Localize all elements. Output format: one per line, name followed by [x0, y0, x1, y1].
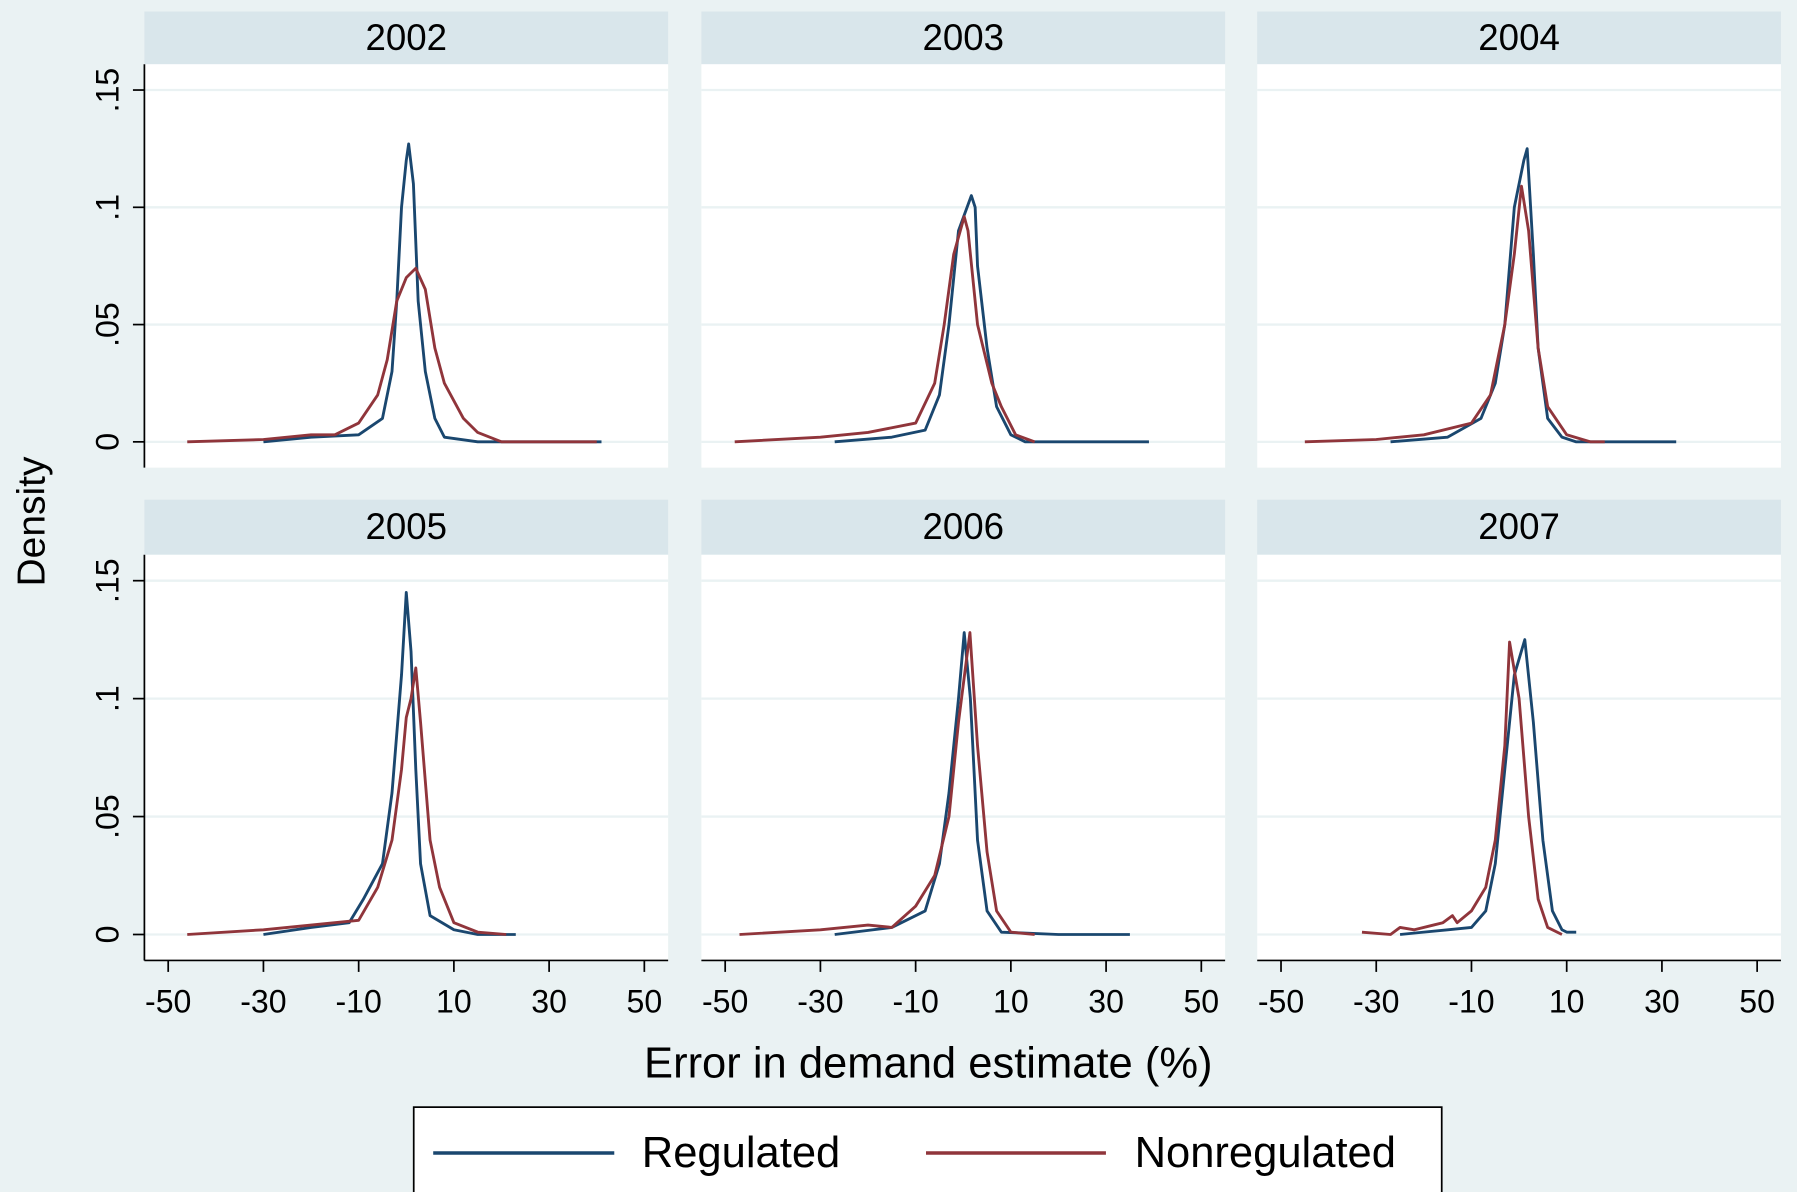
y-tick-label: .1	[89, 685, 125, 712]
legend-label: Nonregulated	[1135, 1129, 1396, 1177]
x-tick-label: 10	[1549, 983, 1585, 1019]
density-line	[263, 591, 516, 936]
panel-title: 2002	[365, 17, 447, 58]
y-tick-label: .15	[89, 68, 125, 113]
plot-area	[144, 554, 669, 961]
x-tick-label: 30	[531, 983, 567, 1019]
plot-area	[144, 64, 669, 468]
panel-title: 2007	[1478, 506, 1560, 547]
strip	[144, 11, 669, 65]
plot-area	[1257, 554, 1781, 961]
strip	[701, 499, 1226, 555]
x-tick-label: -30	[240, 983, 286, 1019]
x-tick-label: -50	[702, 983, 748, 1019]
x-tick-label: 30	[1088, 983, 1124, 1019]
x-tick-label: -10	[892, 983, 938, 1019]
x-tick-label: -10	[335, 983, 381, 1019]
x-tick-label: 50	[626, 983, 662, 1019]
x-tick-label: -30	[797, 983, 843, 1019]
strip	[144, 499, 669, 555]
x-tick-label: 10	[993, 983, 1029, 1019]
legend-box	[412, 1106, 1443, 1192]
density-line	[263, 142, 602, 444]
panel-title: 2004	[1478, 17, 1560, 58]
density-line	[187, 266, 597, 444]
plot-area	[701, 64, 1226, 468]
legend-label: Regulated	[642, 1129, 840, 1177]
density-line	[834, 631, 1130, 936]
x-tick-label: -30	[1353, 983, 1399, 1019]
y-tick-label: .1	[89, 194, 125, 221]
x-tick-label: -10	[1448, 983, 1494, 1019]
x-tick-label: 50	[1183, 983, 1219, 1019]
y-tick-label: .05	[89, 794, 125, 839]
x-axis-label: Error in demand estimate (%)	[644, 1039, 1213, 1087]
panel-title: 2005	[365, 506, 447, 547]
plot-area	[701, 554, 1226, 961]
density-line	[739, 631, 1035, 936]
x-tick-label: 50	[1739, 983, 1775, 1019]
x-tick-label: -50	[145, 983, 191, 1019]
x-tick-label: 30	[1644, 983, 1680, 1019]
plot-area	[1257, 64, 1781, 468]
density-line	[1361, 640, 1563, 936]
panel-title: 2006	[922, 506, 1004, 547]
strip	[1257, 11, 1781, 65]
density-line	[1304, 184, 1605, 444]
strip	[1257, 499, 1781, 555]
x-tick-label: -50	[1258, 983, 1304, 1019]
x-tick-label: 10	[436, 983, 472, 1019]
density-line	[834, 194, 1149, 444]
y-tick-label: 0	[89, 433, 125, 451]
y-axis-label: Density	[11, 456, 54, 586]
y-tick-label: 0	[89, 926, 125, 944]
density-line	[1390, 147, 1677, 444]
density-line	[187, 666, 507, 936]
y-tick-label: .05	[89, 302, 125, 347]
panel-title: 2003	[922, 17, 1004, 58]
density-line	[734, 215, 1036, 444]
y-tick-label: .15	[89, 558, 125, 603]
strip	[701, 11, 1226, 65]
